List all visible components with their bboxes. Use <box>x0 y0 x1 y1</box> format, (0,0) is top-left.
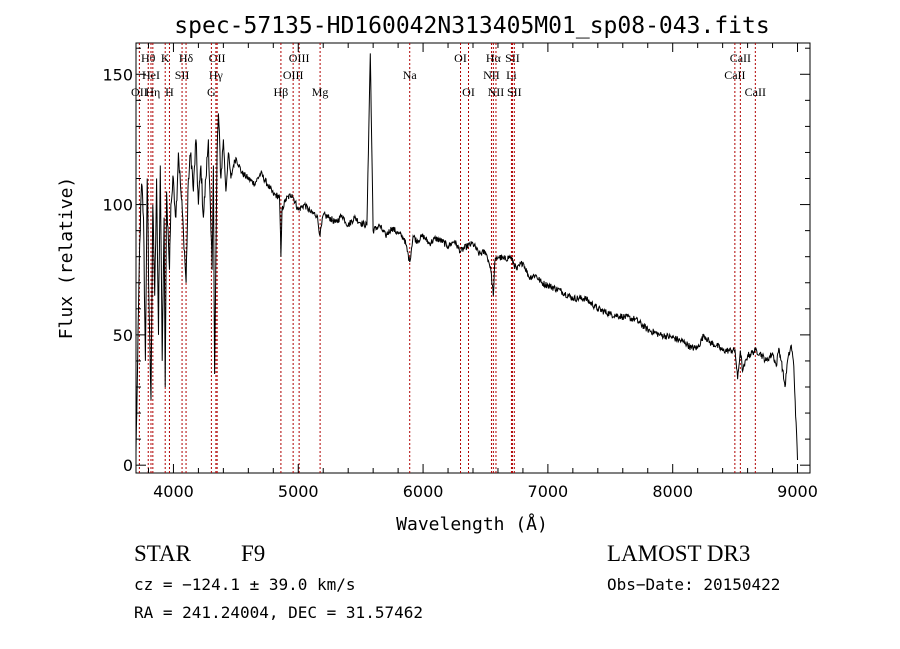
marker-label: Hβ <box>274 85 289 99</box>
marker-label: NII <box>483 68 500 82</box>
marker-label: Hθ <box>141 51 156 65</box>
marker-label: CaII <box>745 85 766 99</box>
marker-label: OI <box>462 85 475 99</box>
marker-label: Hγ <box>209 68 224 82</box>
y-tick-label: 50 <box>113 326 133 345</box>
survey-name: LAMOST DR3 <box>607 541 750 566</box>
x-tick-label: 9000 <box>777 482 818 501</box>
observation-date: Obs−Date: 20150422 <box>607 575 780 594</box>
chart-title: spec-57135-HD160042N313405M01_sp08-043.f… <box>174 13 769 39</box>
redshift-velocity: cz = −124.1 ± 39.0 km/s <box>134 575 356 594</box>
x-tick-label: 7000 <box>528 482 569 501</box>
marker-label: G <box>207 85 216 99</box>
marker-label: OII <box>131 85 148 99</box>
x-axis-label: Wavelength (Å) <box>396 513 548 535</box>
marker-label: SII <box>505 51 520 65</box>
marker-label: OIII <box>283 68 304 82</box>
x-tick-label: 6000 <box>403 482 444 501</box>
marker-label: OI <box>454 51 467 65</box>
marker-label: Na <box>403 68 418 82</box>
marker-label: Hδ <box>179 51 194 65</box>
x-tick-label: 4000 <box>153 482 194 501</box>
marker-label: OIII <box>289 51 310 65</box>
y-tick-label: 0 <box>123 456 133 475</box>
marker-label: Hα <box>486 51 502 65</box>
y-axis-label: Flux (relative) <box>56 177 77 340</box>
marker-label: OII <box>209 51 226 65</box>
marker-label: CaII <box>730 51 751 65</box>
x-tick-label: 8000 <box>652 482 693 501</box>
marker-label: CaII <box>724 68 745 82</box>
marker-label: SII <box>507 85 522 99</box>
plot-frame <box>135 42 811 474</box>
marker-label: Li <box>506 68 517 82</box>
marker-label: H <box>165 85 174 99</box>
x-tick-label: 5000 <box>278 482 319 501</box>
marker-label: HeI <box>142 68 160 82</box>
object-subclass: F9 <box>241 541 265 566</box>
coordinates: RA = 241.24004, DEC = 31.57462 <box>134 603 423 622</box>
object-class: STAR <box>134 541 192 566</box>
marker-label: Hη <box>145 85 160 99</box>
y-tick-label: 150 <box>102 65 133 84</box>
marker-label: Mg <box>312 85 329 99</box>
flux-series-line <box>135 53 798 461</box>
marker-label: SII <box>175 68 190 82</box>
marker-label: K <box>161 51 170 65</box>
y-tick-label: 100 <box>102 196 133 215</box>
marker-label: NII <box>488 85 505 99</box>
axis-ticks: 4000 5000 6000 7000 8000 9000 0 50 100 150 <box>102 43 818 501</box>
